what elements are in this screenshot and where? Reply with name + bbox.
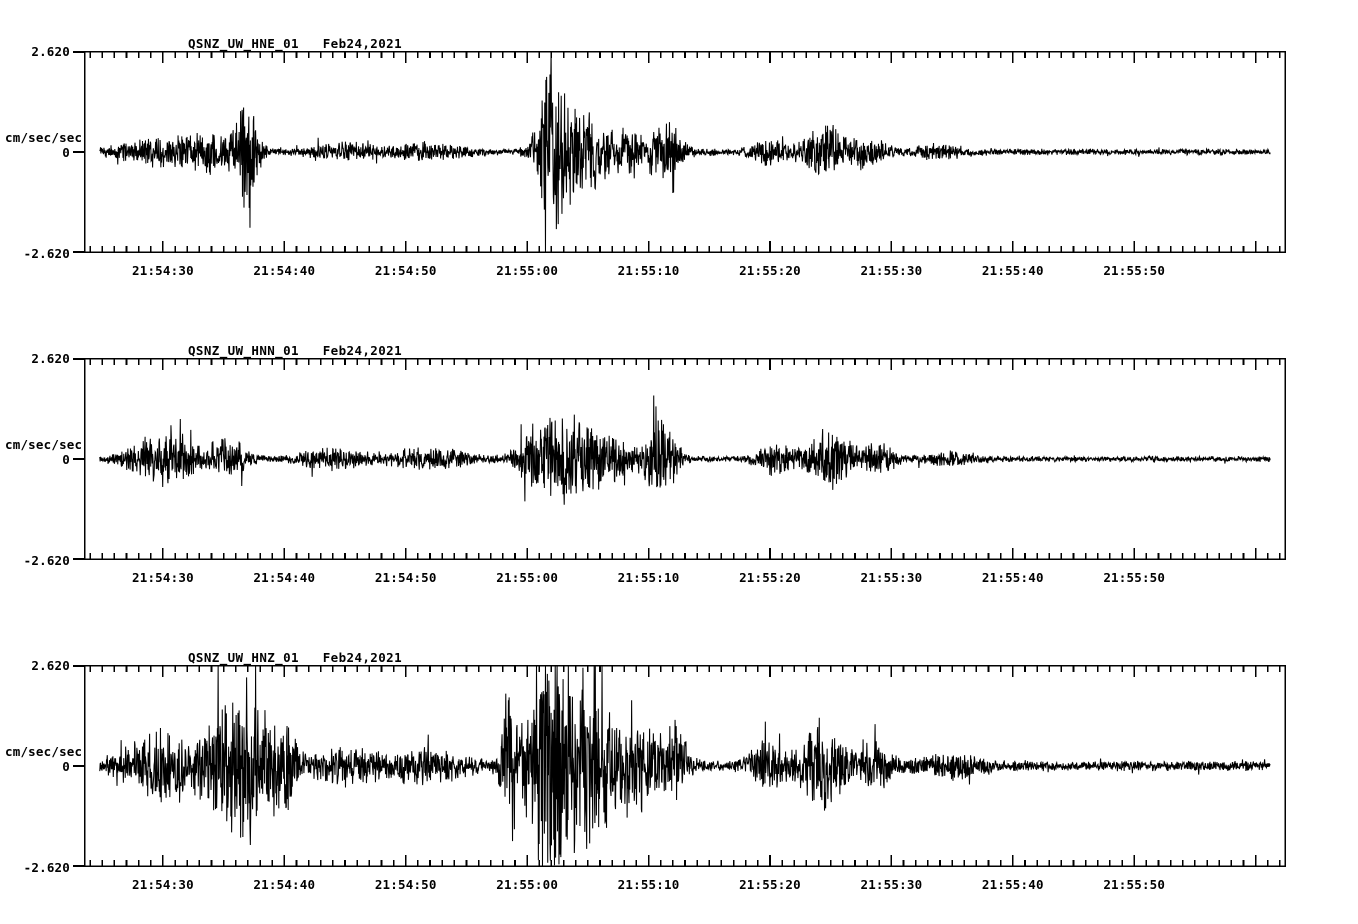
waveform-trace xyxy=(99,395,1271,505)
y-tick-label-zero: 0 xyxy=(62,145,70,160)
y-tick-label-zero: 0 xyxy=(62,452,70,467)
x-tick-label: 21:54:30 xyxy=(132,877,194,892)
y-tick-label-max: 2.620 xyxy=(31,658,70,673)
x-tick-label: 21:55:30 xyxy=(860,570,923,585)
x-tick-label: 21:55:10 xyxy=(617,570,680,585)
x-tick-label: 21:55:40 xyxy=(981,877,1044,892)
x-tick-label: 21:54:50 xyxy=(374,570,437,585)
x-axis-ticks xyxy=(89,52,1281,252)
y-axis-units-label: cm/sec/sec xyxy=(5,437,83,452)
x-tick-label: 21:54:40 xyxy=(253,263,316,278)
x-tick-label: 21:55:00 xyxy=(496,570,559,585)
y-tick-label-min: -2.620 xyxy=(23,553,70,568)
x-tick-label: 21:55:00 xyxy=(496,877,559,892)
x-tick-label: 21:55:20 xyxy=(739,263,801,278)
y-axis-units-label: cm/sec/sec xyxy=(5,744,83,759)
x-tick-label: 21:55:30 xyxy=(860,263,923,278)
x-tick-label: 21:54:50 xyxy=(374,877,437,892)
x-tick-label: 21:54:40 xyxy=(253,570,316,585)
x-tick-label: 21:54:30 xyxy=(132,570,194,585)
x-tick-label: 21:55:10 xyxy=(617,877,680,892)
x-tick-label: 21:54:30 xyxy=(132,263,194,278)
x-tick-label: 21:54:50 xyxy=(374,263,437,278)
seismogram-panel-qsnz_uw_hne_01: QSNZ_UW_HNE_01 Feb24,2021 cm/sec/sec 2.620… xyxy=(0,37,1358,293)
plot-area xyxy=(73,665,1287,868)
x-tick-label: 21:55:10 xyxy=(617,263,680,278)
y-tick-label-min: -2.620 xyxy=(23,860,70,875)
x-axis-ticks xyxy=(89,359,1281,559)
x-tick-label: 21:54:40 xyxy=(253,877,316,892)
x-tick-label: 21:55:00 xyxy=(496,263,559,278)
panel-title-qsnz_uw_hne_01: QSNZ_UW_HNE_01 Feb24,2021 xyxy=(188,36,402,51)
axis-frame xyxy=(83,358,1287,561)
x-tick-label: 21:55:20 xyxy=(739,570,801,585)
waveform-trace xyxy=(99,51,1271,254)
panel-title-qsnz_uw_hnz_01: QSNZ_UW_HNZ_01 Feb24,2021 xyxy=(188,650,402,665)
x-tick-label: 21:55:50 xyxy=(1103,877,1166,892)
y-axis-ticks xyxy=(73,51,84,253)
y-tick-label-max: 2.620 xyxy=(31,44,70,59)
x-tick-label: 21:55:40 xyxy=(981,263,1044,278)
axis-frame xyxy=(83,665,1287,868)
panel-title-qsnz_uw_hnn_01: QSNZ_UW_HNN_01 Feb24,2021 xyxy=(188,343,402,358)
seismogram-panel-qsnz_uw_hnn_01: QSNZ_UW_HNN_01 Feb24,2021 cm/sec/sec 2.620… xyxy=(0,344,1358,600)
x-tick-label: 21:55:50 xyxy=(1103,570,1166,585)
plot-area xyxy=(73,358,1287,561)
waveform-trace xyxy=(99,665,1271,868)
y-axis-ticks xyxy=(73,358,84,560)
axis-frame xyxy=(83,51,1287,254)
x-tick-label: 21:55:40 xyxy=(981,570,1044,585)
y-axis-units-label: cm/sec/sec xyxy=(5,130,83,145)
seismogram-panel-qsnz_uw_hnz_01: QSNZ_UW_HNZ_01 Feb24,2021 cm/sec/sec 2.620… xyxy=(0,651,1358,907)
y-tick-label-min: -2.620 xyxy=(23,246,70,261)
x-axis-ticks xyxy=(89,666,1281,866)
x-tick-label: 21:55:30 xyxy=(860,877,923,892)
x-tick-label: 21:55:50 xyxy=(1103,263,1166,278)
y-tick-label-zero: 0 xyxy=(62,759,70,774)
y-axis-ticks xyxy=(73,665,84,867)
x-tick-label: 21:55:20 xyxy=(739,877,801,892)
y-tick-label-max: 2.620 xyxy=(31,351,70,366)
plot-area xyxy=(73,51,1287,254)
